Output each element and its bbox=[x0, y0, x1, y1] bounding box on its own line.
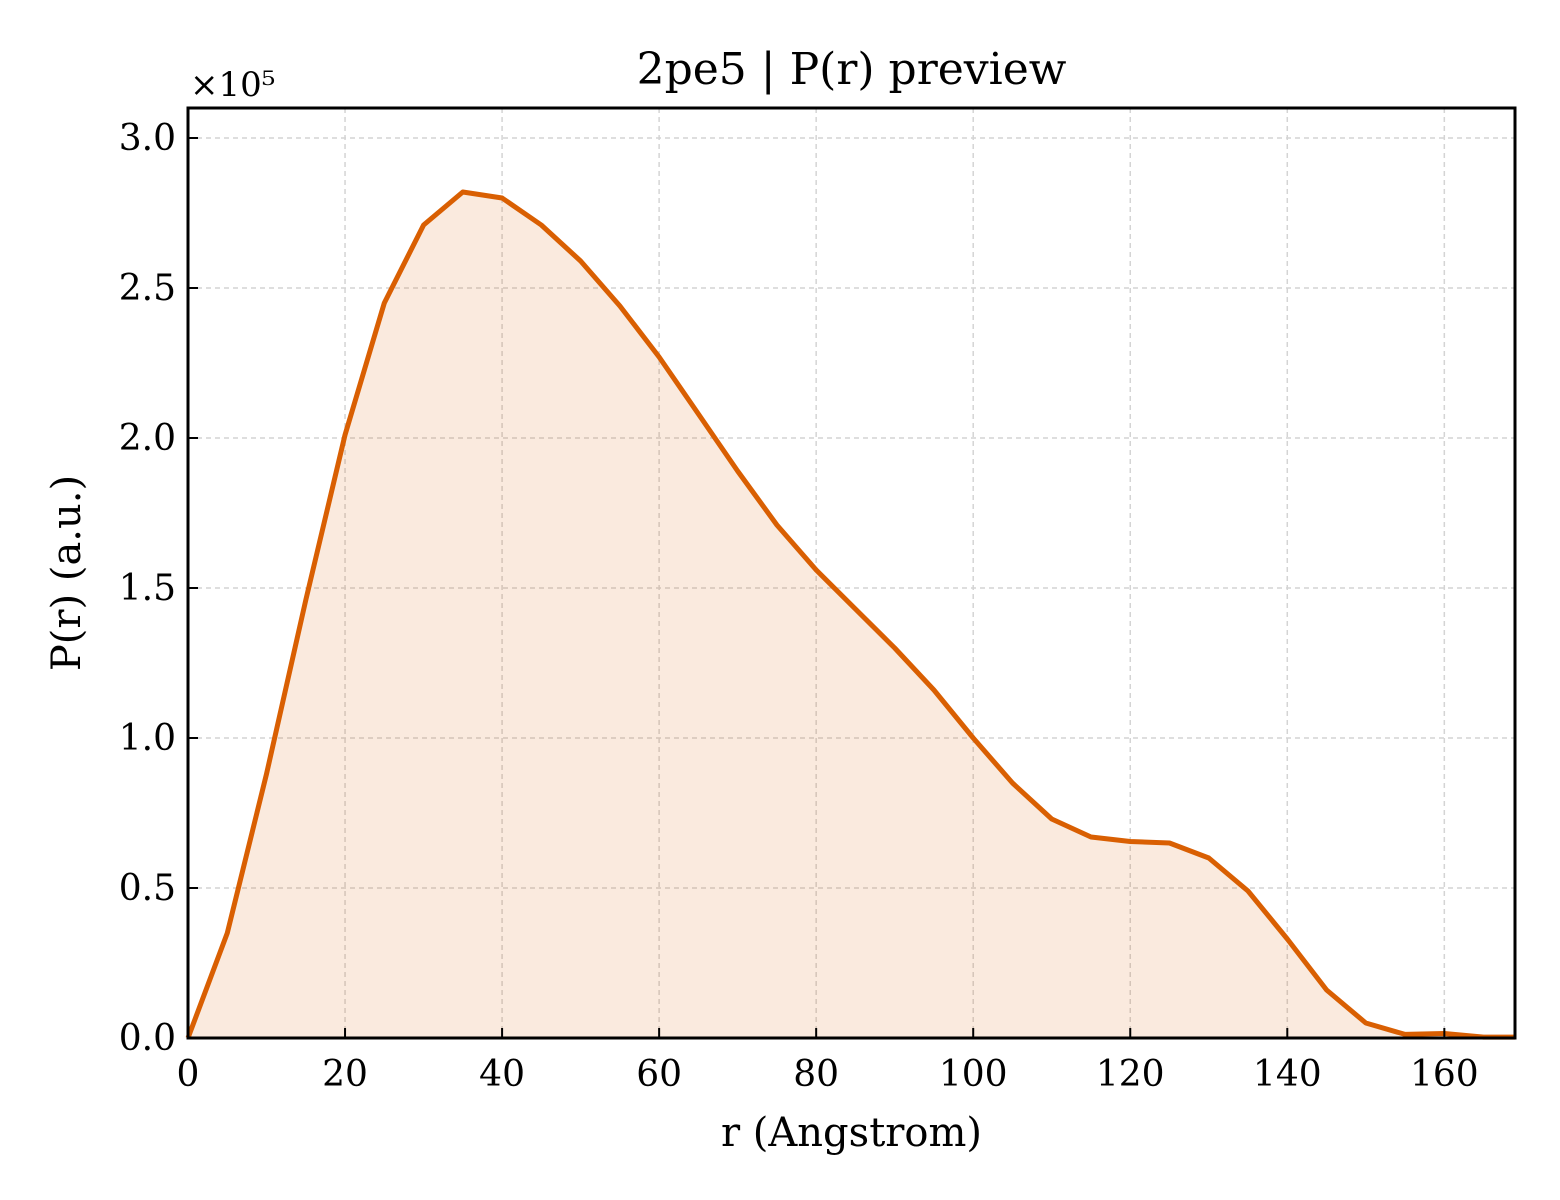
x-tick-label: 140 bbox=[1253, 1054, 1322, 1095]
y-scale-multiplier: ×10⁵ bbox=[190, 65, 275, 105]
chart-title: 2pe5 | P(r) preview bbox=[637, 44, 1067, 95]
y-tick-label: 1.0 bbox=[119, 718, 176, 759]
y-tick-label: 2.0 bbox=[119, 418, 176, 459]
series-layer bbox=[185, 189, 1515, 1040]
y-tick-label: 0.0 bbox=[119, 1018, 176, 1059]
y-tick-label: 1.5 bbox=[119, 568, 176, 609]
grid bbox=[187, 108, 1515, 1039]
axis-ticks: 0 20 40 60 80 100 120 140 160 0.0 0.5 1.0 1.5 2.0 2.5 3… bbox=[119, 118, 1479, 1095]
series-line bbox=[185, 189, 1515, 1040]
x-tick-label: 80 bbox=[793, 1054, 839, 1095]
plot-frame bbox=[186, 106, 1517, 1040]
x-tick-label: 60 bbox=[636, 1054, 682, 1095]
x-tick-label: 20 bbox=[322, 1054, 368, 1095]
x-tick-label: 0 bbox=[177, 1054, 200, 1095]
y-tick-label: 2.5 bbox=[119, 268, 176, 309]
x-tick-label: 160 bbox=[1410, 1054, 1479, 1095]
x-tick-label: 40 bbox=[479, 1054, 525, 1095]
x-axis-label: r (Angstrom) bbox=[721, 1110, 982, 1156]
y-tick-label: 3.0 bbox=[119, 118, 176, 159]
y-axis-label: P(r) (a.u.) bbox=[44, 475, 90, 671]
series-area-fill bbox=[188, 192, 1515, 1038]
x-tick-label: 100 bbox=[939, 1054, 1008, 1095]
x-tick-label: 120 bbox=[1096, 1054, 1165, 1095]
y-tick-label: 0.5 bbox=[119, 868, 176, 909]
